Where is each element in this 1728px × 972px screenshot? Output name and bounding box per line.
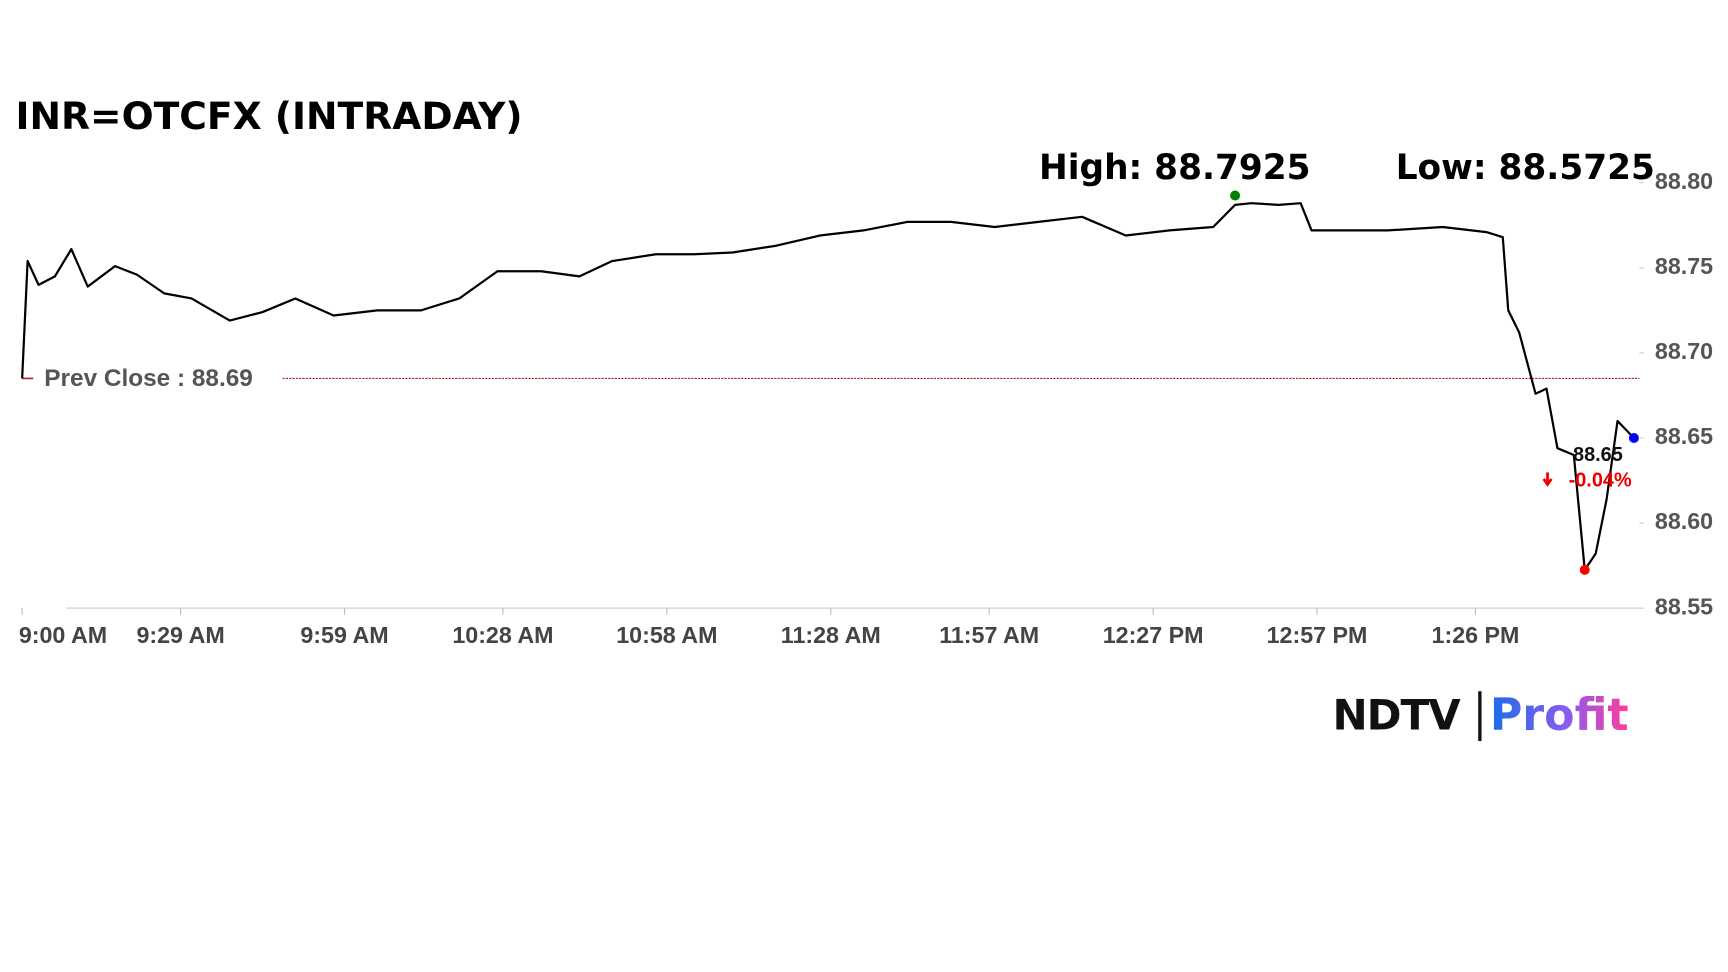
price-line — [21, 202, 1635, 571]
x-tick-label: 10:58 AM — [616, 622, 717, 648]
logo: NDTV Profit — [1333, 690, 1629, 742]
low-label: Low: 88.5725 — [1396, 148, 1655, 188]
y-tick-label: 88.60 — [1655, 508, 1713, 534]
x-tick-label: 11:57 AM — [939, 622, 1039, 648]
x-tick-label: 12:57 PM — [1267, 622, 1368, 648]
low-marker — [1579, 564, 1590, 575]
prev-close-label: Prev Close : 88.69 — [44, 365, 253, 392]
chart-title: INR=OTCFX (INTRADAY) — [16, 94, 523, 138]
y-tick-label: 88.70 — [1655, 338, 1713, 364]
change-label: -0.04% — [1569, 469, 1632, 491]
last-value-label: 88.65 — [1573, 444, 1623, 466]
x-tick-label: 1:26 PM — [1432, 622, 1520, 648]
logo-product: Profit — [1490, 690, 1629, 741]
y-tick-label: 88.55 — [1655, 593, 1713, 619]
x-tick-label: 9:29 AM — [136, 622, 224, 648]
last-marker — [1628, 432, 1639, 443]
high-label: High: 88.7925 — [1039, 148, 1311, 188]
y-tick-label: 88.65 — [1655, 423, 1713, 449]
y-tick-label: 88.80 — [1655, 168, 1713, 194]
x-tick-label: 10:28 AM — [452, 622, 553, 648]
down-arrow-icon — [1542, 472, 1553, 487]
x-tick-label: 9:00 AM — [19, 622, 107, 648]
y-tick-label: 88.75 — [1655, 253, 1713, 279]
x-tick-label: 11:28 AM — [781, 622, 881, 648]
high-marker — [1230, 190, 1241, 201]
logo-brand: NDTV — [1333, 690, 1462, 739]
x-tick-label: 9:59 AM — [300, 622, 388, 648]
x-tick-label: 12:27 PM — [1103, 622, 1204, 648]
